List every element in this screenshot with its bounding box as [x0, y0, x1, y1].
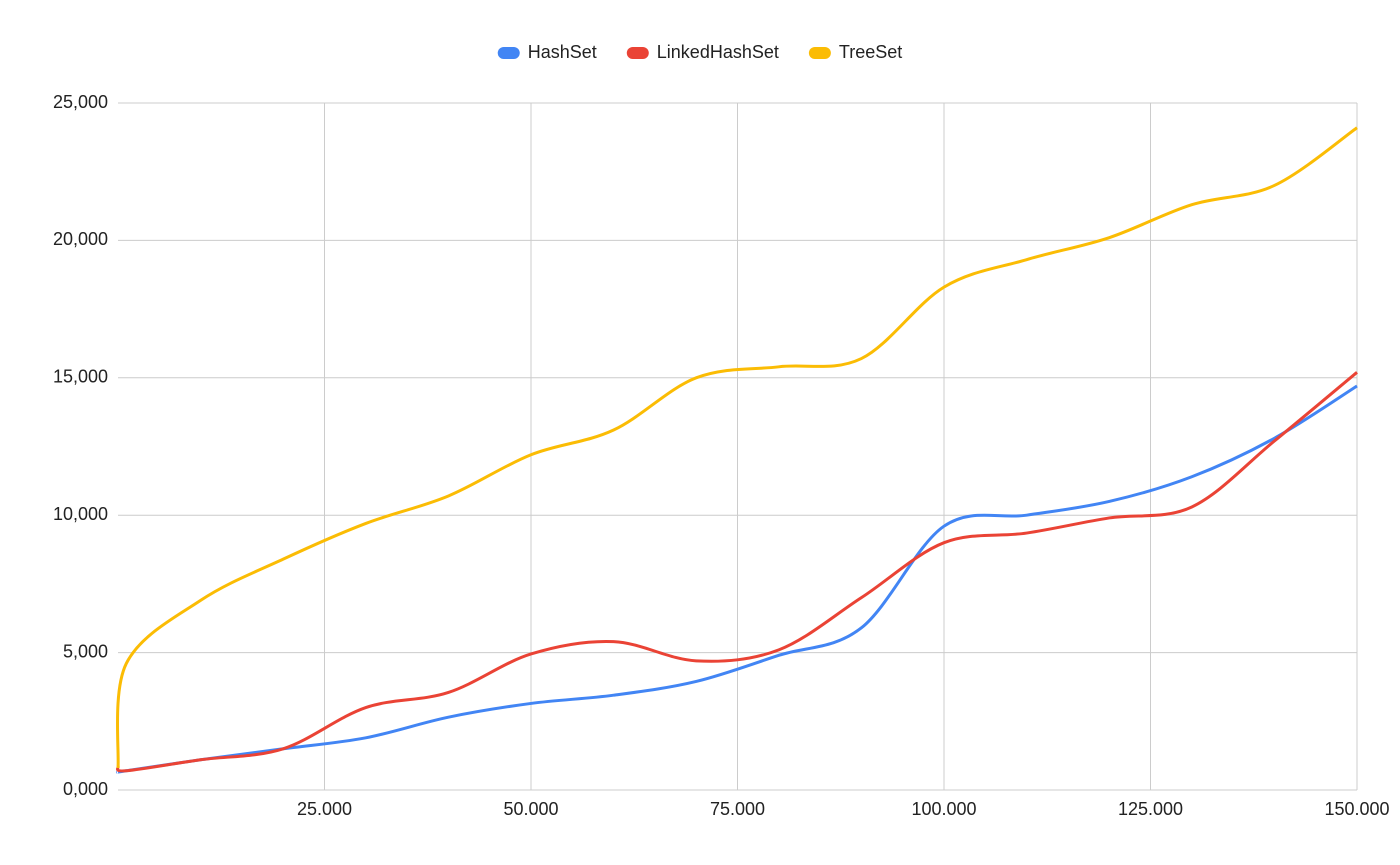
x-tick-label: 25.000	[297, 799, 352, 819]
x-tick-label: 150.000	[1324, 799, 1389, 819]
legend-swatch	[808, 47, 831, 59]
x-tick-label: 50.000	[503, 799, 558, 819]
x-tick-label: 100.000	[911, 799, 976, 819]
series-line	[115, 371, 1358, 773]
y-tick-label: 15,000	[53, 367, 108, 387]
legend-swatch	[497, 47, 520, 59]
y-tick-label: 10,000	[53, 504, 108, 524]
legend-label: TreeSet	[839, 42, 902, 62]
x-tick-label: 75.000	[710, 799, 765, 819]
x-tick-label: 125.000	[1118, 799, 1183, 819]
y-tick-label: 0,000	[63, 779, 108, 799]
legend-label: HashSet	[528, 42, 597, 62]
y-tick-label: 20,000	[53, 229, 108, 249]
series-line	[115, 126, 1358, 769]
legend: HashSet LinkedHashSet TreeSet	[497, 42, 902, 62]
legend-label: LinkedHashSet	[657, 42, 779, 62]
y-tick-label: 5,000	[63, 641, 108, 661]
legend-swatch	[626, 47, 649, 59]
y-tick-label: 25,000	[53, 92, 108, 112]
